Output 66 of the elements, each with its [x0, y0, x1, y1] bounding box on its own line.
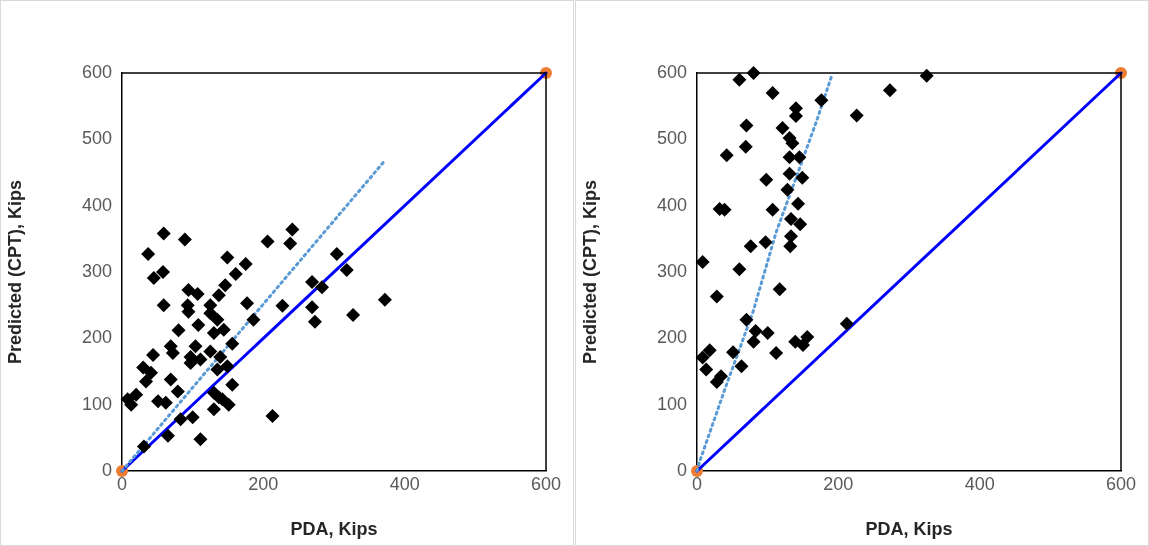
- point: [772, 282, 787, 297]
- x-tick-label: 200: [248, 473, 279, 494]
- x-tick-label: 0: [116, 473, 128, 494]
- y-tick-label: 400: [656, 194, 687, 215]
- point: [795, 170, 810, 185]
- point: [758, 235, 773, 250]
- point: [695, 255, 710, 270]
- x-tick-label: 0: [691, 473, 703, 494]
- point: [719, 148, 734, 163]
- point: [748, 324, 763, 339]
- y-tick-label: 300: [656, 260, 687, 281]
- x-tick-label: 600: [530, 473, 562, 494]
- y-tick-label: 300: [81, 260, 112, 281]
- point: [783, 229, 798, 244]
- point: [769, 345, 784, 360]
- x-tick-label: 600: [1105, 473, 1137, 494]
- point: [765, 85, 780, 100]
- y-tick-label: 0: [101, 459, 112, 480]
- y-tick-label: 100: [656, 393, 687, 414]
- y-tick-label: 400: [81, 194, 112, 215]
- point: [734, 359, 749, 374]
- y-tick-label: 600: [656, 61, 687, 82]
- point: [782, 166, 797, 181]
- x-axis-title: PDA, Kips: [865, 519, 953, 540]
- point: [746, 334, 761, 349]
- x-axis-title: PDA, Kips: [290, 519, 378, 540]
- point: [709, 289, 724, 304]
- y-axis-title: Predicted (CPT), Kips: [4, 179, 25, 365]
- point: [743, 239, 758, 254]
- y-tick-label: 100: [81, 393, 112, 414]
- point: [780, 182, 795, 197]
- point: [732, 262, 747, 277]
- point: [775, 121, 790, 136]
- point: [791, 196, 806, 211]
- y-tick-label: 500: [656, 128, 687, 149]
- point: [699, 362, 714, 377]
- point: [793, 217, 808, 232]
- point: [849, 108, 864, 123]
- point: [796, 337, 810, 352]
- x-tick-label: 400: [964, 473, 995, 494]
- point: [814, 93, 829, 108]
- point: [792, 150, 807, 165]
- point: [783, 239, 798, 254]
- y-axis-title: Predicted (CPT), Kips: [579, 179, 600, 365]
- y-tick-label: 500: [81, 128, 112, 149]
- point: [739, 312, 754, 327]
- point: [732, 72, 747, 87]
- point: [702, 343, 717, 358]
- y-tick-label: 200: [656, 327, 687, 348]
- x-tick-label: 200: [823, 473, 854, 494]
- point: [783, 211, 798, 226]
- point: [759, 172, 774, 187]
- point: [782, 150, 797, 165]
- point: [882, 83, 897, 98]
- y-tick-label: 0: [676, 459, 687, 480]
- point: [709, 375, 724, 390]
- x-tick-label: 400: [389, 473, 420, 494]
- point: [739, 118, 754, 133]
- point: [738, 139, 753, 154]
- point: [839, 316, 854, 331]
- point: [726, 345, 741, 360]
- point: [695, 350, 710, 365]
- point: [760, 326, 775, 341]
- y-tick-label: 200: [81, 327, 112, 348]
- point: [765, 202, 780, 217]
- y-tick-label: 600: [81, 61, 112, 82]
